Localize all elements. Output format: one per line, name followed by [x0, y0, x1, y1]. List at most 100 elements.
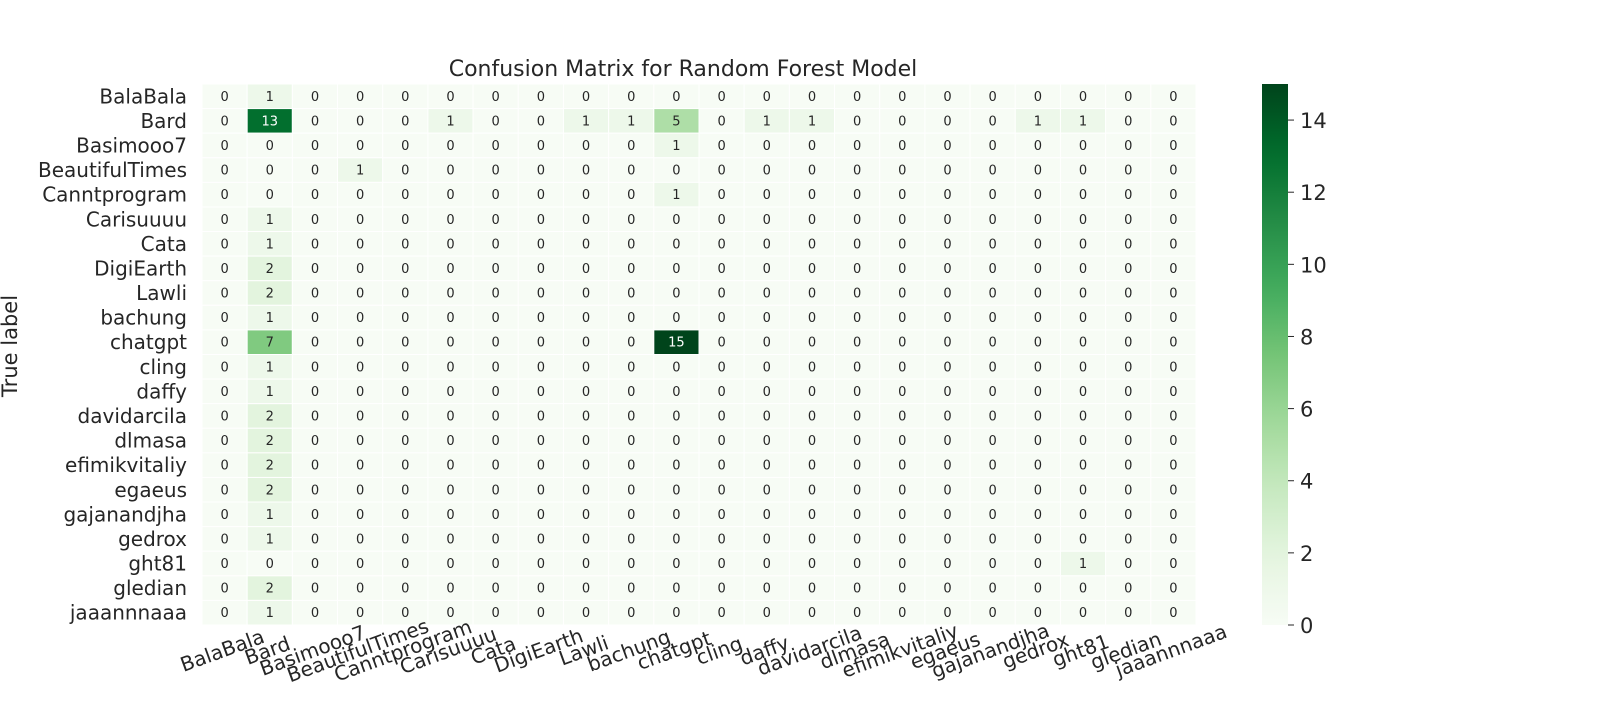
cell-value-label: 0: [898, 582, 906, 597]
heatmap-cell: [562, 550, 610, 577]
cell-value-label: 0: [446, 409, 454, 424]
heatmap-cell: [382, 280, 429, 306]
cell-value-label: 0: [898, 409, 906, 424]
cell-value-label: 0: [582, 385, 590, 400]
cell-value-label: 0: [717, 213, 725, 228]
heatmap-cell: [517, 157, 564, 183]
cell-value-label: 0: [763, 139, 771, 154]
cell-value-label: 0: [763, 287, 771, 302]
cell-value-label: 0: [1079, 582, 1087, 597]
heatmap-cell: [879, 550, 926, 577]
heatmap-cell: [1150, 526, 1197, 552]
heatmap-cell: [608, 354, 655, 380]
cell-value-label: 0: [1034, 164, 1042, 179]
heatmap-cell: [608, 476, 655, 503]
cell-value-label: 0: [537, 483, 545, 498]
cell-value-label: 0: [1034, 262, 1042, 277]
cell-value-label: 0: [356, 360, 364, 375]
cell-value-label: 0: [853, 164, 861, 179]
cell-value-label: 0: [1169, 213, 1177, 228]
cell-value-label: 0: [672, 508, 680, 523]
cell-value-label: 0: [898, 336, 906, 351]
heatmap-cell: [608, 132, 655, 159]
cell-value-label: 0: [853, 311, 861, 326]
cell-value-label: 0: [763, 483, 771, 498]
heatmap-cell: [1059, 108, 1107, 134]
cell-value-label: 0: [853, 557, 861, 572]
heatmap-cell: [924, 599, 971, 626]
cell-value-label: 0: [672, 213, 680, 228]
cell-value-label: 2: [266, 262, 274, 277]
cell-value-label: 0: [808, 164, 816, 179]
cell-value-label: 0: [220, 139, 228, 154]
cell-value-label: 0: [537, 213, 545, 228]
cell-value-label: 0: [266, 164, 274, 179]
cell-value-label: 0: [1124, 557, 1132, 572]
heatmap-cell: [246, 378, 293, 405]
heatmap-cell: [517, 501, 564, 528]
heatmap-cell: [562, 354, 610, 380]
heatmap-cell: [743, 526, 790, 552]
heatmap-cell: [653, 206, 700, 233]
cell-value-label: 0: [627, 213, 635, 228]
cell-value-label: 0: [446, 262, 454, 277]
heatmap-cell: [472, 132, 519, 159]
heatmap-cell: [427, 157, 474, 183]
cell-value-label: 0: [989, 557, 997, 572]
cell-value-label: 0: [220, 434, 228, 449]
heatmap-cell: [291, 280, 339, 306]
cell-value-label: 0: [1124, 508, 1132, 523]
cell-value-label: 2: [266, 582, 274, 597]
cell-value-label: 7: [266, 336, 274, 351]
y-tick-label: Cata: [141, 232, 187, 256]
cell-value-label: 0: [853, 262, 861, 277]
cell-value-label: 0: [853, 532, 861, 547]
cell-value-label: 0: [853, 360, 861, 375]
heatmap-cell: [382, 550, 429, 577]
cell-value-label: 0: [989, 532, 997, 547]
y-tick-label: Carisuuuu: [86, 207, 187, 231]
cell-value-label: 0: [1124, 114, 1132, 129]
cell-value-label: 0: [943, 139, 951, 154]
cell-value-label: 0: [220, 582, 228, 597]
heatmap-cell: [1105, 575, 1152, 601]
heatmap-cell: [653, 231, 700, 257]
heatmap-cell: [517, 304, 564, 331]
heatmap-cell: [427, 599, 474, 626]
cell-value-label: 0: [627, 557, 635, 572]
cell-value-label: 0: [943, 582, 951, 597]
heatmap-cell: [1014, 304, 1061, 331]
cell-value-label: 0: [943, 532, 951, 547]
heatmap-cell: [1150, 501, 1197, 528]
cell-value-label: 0: [446, 164, 454, 179]
cell-value-label: 0: [989, 311, 997, 326]
cell-value-label: 0: [672, 262, 680, 277]
cell-value-label: 0: [311, 409, 319, 424]
heatmap-cell: [472, 231, 519, 257]
heatmap-cell: [246, 132, 293, 159]
cell-value-label: 1: [266, 508, 274, 523]
heatmap-cell: [382, 476, 429, 503]
cell-value-label: 1: [1079, 557, 1087, 572]
colorbar-tick-labels: 0 2 4 6 8 10 12 14: [1288, 109, 1327, 638]
cell-value-label: 0: [401, 237, 409, 252]
cell-value-label: 0: [1124, 606, 1132, 621]
cell-value-label: 0: [1034, 139, 1042, 154]
cell-value-label: 0: [401, 459, 409, 474]
cell-value-label: 0: [1124, 360, 1132, 375]
cell-value-label: 0: [627, 164, 635, 179]
cell-value-label: 0: [492, 262, 500, 277]
heatmap-cell: [743, 304, 790, 331]
cell-value-label: 0: [537, 188, 545, 203]
heatmap-cell: [1150, 132, 1197, 159]
heatmap-cell: [1150, 427, 1197, 454]
cell-value-label: 0: [1034, 508, 1042, 523]
cell-value-label: 0: [627, 188, 635, 203]
cell-value-label: 0: [537, 606, 545, 621]
cell-value-label: 0: [672, 483, 680, 498]
heatmap-cell: [201, 526, 248, 552]
cell-value-label: 0: [898, 606, 906, 621]
heatmap-cell: [879, 354, 926, 380]
heatmap-cell: [653, 403, 700, 429]
cell-value-label: 0: [356, 459, 364, 474]
